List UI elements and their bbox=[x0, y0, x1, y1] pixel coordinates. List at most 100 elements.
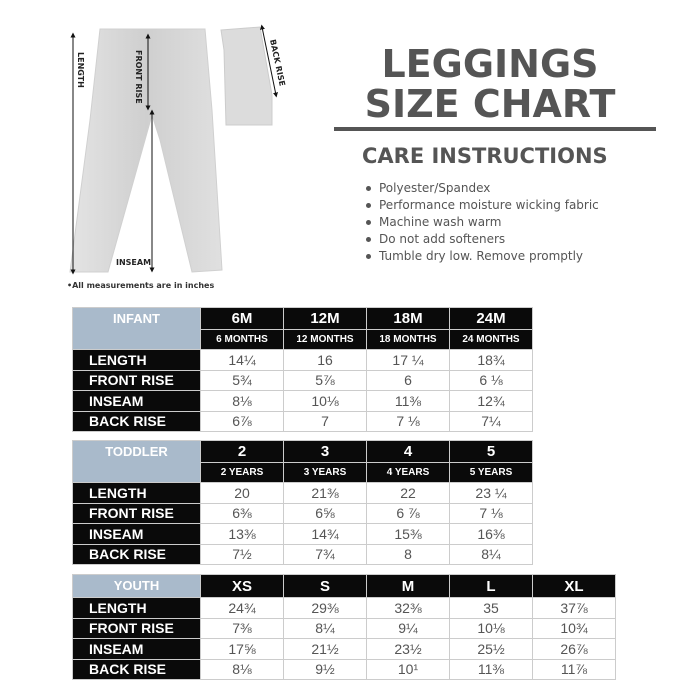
table-row: INSEAM 17⅝ 21½ 23½ 25½ 26⅞ bbox=[72, 638, 616, 660]
leggings-front-image bbox=[69, 28, 223, 273]
measurement-cell: 8¼ bbox=[449, 543, 533, 565]
row-label: INSEAM bbox=[72, 390, 201, 412]
care-item: Machine wash warm bbox=[366, 214, 599, 231]
measurement-cell: 5¾ bbox=[200, 369, 284, 391]
size-table-toddler: TODDLER 2 3 4 5 2 YEARS 3 YEARS 4 YEARS 5 YEARS L… bbox=[72, 440, 533, 565]
measurement-cell: 6⅝ bbox=[283, 502, 367, 524]
size-subheader-row: 2 YEARS 3 YEARS 4 YEARS 5 YEARS bbox=[73, 462, 533, 483]
size-table-youth: YOUTH XS S M L XL LENGTH 24¾ 29⅜ 32⅜ 35 37⅞ FRONT RI… bbox=[72, 574, 616, 680]
size-header: 24M bbox=[449, 307, 533, 330]
table-row: BACK RISE 8⅛ 9½ 10¹ 11⅜ 11⅞ bbox=[72, 658, 616, 680]
care-item-text: Machine wash warm bbox=[379, 215, 502, 229]
measurement-cell: 7⅜ bbox=[200, 617, 284, 639]
measurement-cell: 12¾ bbox=[449, 390, 533, 412]
row-label: BACK RISE bbox=[72, 658, 201, 680]
group-label: TODDLER bbox=[72, 440, 201, 483]
size-subheader-row: 6 MONTHS 12 MONTHS 18 MONTHS 24 MONTHS bbox=[73, 329, 533, 350]
group-label: YOUTH bbox=[72, 574, 201, 598]
bullet-icon bbox=[366, 237, 371, 242]
measurement-cell: 21½ bbox=[283, 638, 367, 660]
bullet-icon bbox=[366, 220, 371, 225]
measurement-cell: 7¾ bbox=[283, 543, 367, 565]
measurement-cell: 7 ⅛ bbox=[366, 410, 450, 432]
size-subheader: 6 MONTHS bbox=[200, 329, 284, 350]
table-row: INSEAM 8⅛ 10⅛ 11⅜ 12¾ bbox=[72, 390, 533, 412]
size-subheader: 5 YEARS bbox=[449, 462, 533, 483]
size-header: XS bbox=[200, 574, 284, 598]
measurement-cell: 6⅞ bbox=[200, 410, 284, 432]
measurement-cell: 9½ bbox=[283, 658, 367, 680]
page-title-line1: LEGGINGS bbox=[381, 42, 599, 86]
care-item-text: Performance moisture wicking fabric bbox=[379, 198, 599, 212]
size-header: 18M bbox=[366, 307, 450, 330]
measurement-cell: 23½ bbox=[366, 638, 450, 660]
care-item-text: Do not add softeners bbox=[379, 232, 506, 246]
size-subheader: 12 MONTHS bbox=[283, 329, 367, 350]
title-divider bbox=[334, 127, 656, 131]
measurement-cell: 14¼ bbox=[200, 349, 284, 371]
measurement-cell: 20 bbox=[200, 482, 284, 504]
size-subheader: 18 MONTHS bbox=[366, 329, 450, 350]
size-header: XL bbox=[532, 574, 616, 598]
care-item: Do not add softeners bbox=[366, 231, 599, 248]
care-item-text: Tumble dry low. Remove promptly bbox=[379, 249, 584, 263]
inseam-label: INSEAM bbox=[116, 258, 151, 267]
measurement-cell: 15⅜ bbox=[366, 523, 450, 545]
size-header: 3 bbox=[283, 440, 367, 463]
measurement-cell: 9¼ bbox=[366, 617, 450, 639]
size-subheader: 2 YEARS bbox=[200, 462, 284, 483]
size-subheader: 3 YEARS bbox=[283, 462, 367, 483]
size-table-infant: INFANT 6M 12M 18M 24M 6 MONTHS 12 MONTHS 18 MON… bbox=[72, 307, 533, 432]
row-label: BACK RISE bbox=[72, 543, 201, 565]
size-header: L bbox=[449, 574, 533, 598]
table-row: BACK RISE 7½ 7¾ 8 8¼ bbox=[72, 543, 533, 565]
measurement-cell: 6 ⅛ bbox=[449, 369, 533, 391]
care-instructions-list: Polyester/Spandex Performance moisture wi… bbox=[366, 180, 599, 265]
measurement-cell: 25½ bbox=[449, 638, 533, 660]
measurement-cell: 16⅜ bbox=[449, 523, 533, 545]
row-label: FRONT RISE bbox=[72, 617, 201, 639]
measurement-cell: 18¾ bbox=[449, 349, 533, 371]
size-header: 4 bbox=[366, 440, 450, 463]
measurement-cell: 35 bbox=[449, 597, 533, 619]
size-header-row: YOUTH XS S M L XL bbox=[72, 574, 616, 598]
measurement-cell: 21⅜ bbox=[283, 482, 367, 504]
measurement-cell: 23 ¼ bbox=[449, 482, 533, 504]
measurement-cell: 14¾ bbox=[283, 523, 367, 545]
size-header-row: INFANT 6M 12M 18M 24M bbox=[72, 307, 533, 350]
measurement-cell: 10¾ bbox=[532, 617, 616, 639]
size-header-row: TODDLER 2 3 4 5 bbox=[72, 440, 533, 483]
measurement-cell: 7¼ bbox=[449, 410, 533, 432]
measurement-cell: 26⅞ bbox=[532, 638, 616, 660]
row-label: LENGTH bbox=[72, 597, 201, 619]
measurement-cell: 11⅜ bbox=[366, 390, 450, 412]
leggings-back-image bbox=[220, 26, 273, 126]
measurement-cell: 29⅜ bbox=[283, 597, 367, 619]
table-row: BACK RISE 6⅞ 7 7 ⅛ 7¼ bbox=[72, 410, 533, 432]
bullet-icon bbox=[366, 203, 371, 208]
measurement-cell: 8⅛ bbox=[200, 390, 284, 412]
measurement-cell: 22 bbox=[366, 482, 450, 504]
table-row: FRONT RISE 5¾ 5⅞ 6 6 ⅛ bbox=[72, 369, 533, 391]
row-label: INSEAM bbox=[72, 638, 201, 660]
care-instructions-title: CARE INSTRUCTIONS bbox=[362, 144, 608, 168]
measurement-cell: 6 bbox=[366, 369, 450, 391]
leggings-diagram: LENGTH FRONT RISE BACK RISE INSEAM bbox=[69, 24, 287, 275]
table-row: FRONT RISE 7⅜ 8¼ 9¼ 10⅛ 10¾ bbox=[72, 617, 616, 639]
size-subheader: 24 MONTHS bbox=[449, 329, 533, 350]
measurement-cell: 10¹ bbox=[366, 658, 450, 680]
measurement-cell: 11⅜ bbox=[449, 658, 533, 680]
size-header: M bbox=[366, 574, 450, 598]
size-header: 5 bbox=[449, 440, 533, 463]
group-label: INFANT bbox=[72, 307, 201, 350]
measurement-cell: 8⅛ bbox=[200, 658, 284, 680]
measurement-cell: 7 bbox=[283, 410, 367, 432]
care-item: Performance moisture wicking fabric bbox=[366, 197, 599, 214]
size-subheader: 4 YEARS bbox=[366, 462, 450, 483]
bullet-icon bbox=[366, 186, 371, 191]
measurement-cell: 6 ⅞ bbox=[366, 502, 450, 524]
row-label: INSEAM bbox=[72, 523, 201, 545]
size-header: 2 bbox=[200, 440, 284, 463]
measurement-note: •All measurements are in inches bbox=[67, 281, 215, 290]
